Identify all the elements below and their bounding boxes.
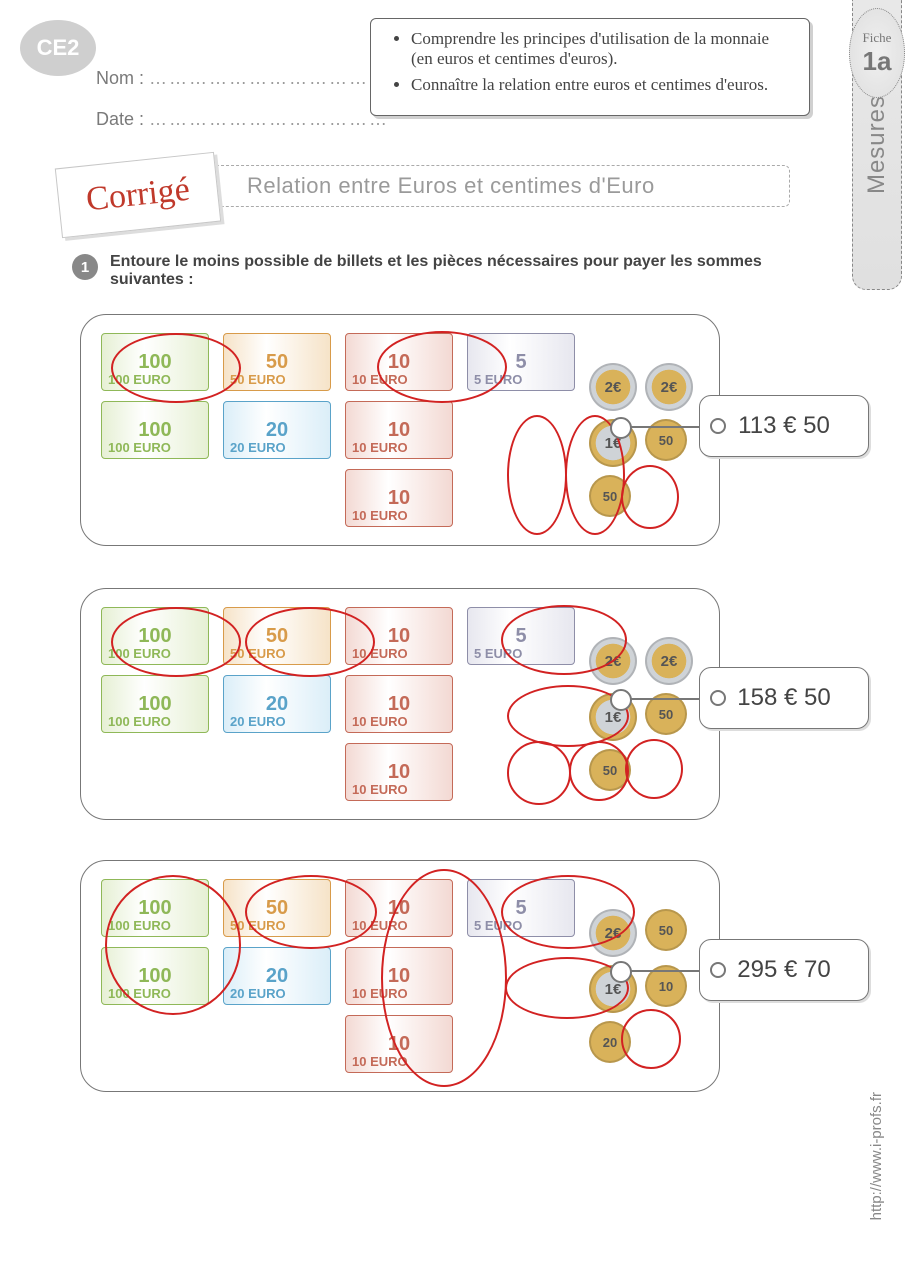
- banknote-50: 5050 EURO: [223, 607, 331, 665]
- coin-2: 2€: [589, 363, 637, 411]
- banknote-10: 1010 EURO: [345, 743, 453, 801]
- price-tag: 158 € 50: [699, 667, 869, 729]
- coin-2: 2€: [645, 363, 693, 411]
- side-tab-label: Mesures: [863, 95, 891, 194]
- exercise-box: 100100 EURO 100100 EURO5050 EURO 2020 EURO…: [80, 588, 720, 820]
- banknote-5: 55 EURO: [467, 879, 575, 937]
- banknote-100: 100100 EURO: [101, 879, 209, 937]
- date-dots: ………………………………: [149, 109, 389, 129]
- coin-2: 2€: [589, 637, 637, 685]
- coin-50c: 50: [589, 749, 631, 791]
- banknote-10: 1010 EURO: [345, 1015, 453, 1073]
- name-date-fields: Nom : ……………………………… Date : ………………………………: [96, 68, 389, 150]
- banknote-10: 1010 EURO: [345, 333, 453, 391]
- exercise-box: 100100 EURO 100100 EURO5050 EURO 2020 EURO…: [80, 314, 720, 546]
- fiche-title: Fiche: [863, 30, 892, 46]
- nom-dots: ………………………………: [149, 68, 389, 88]
- banknote-50: 5050 EURO: [223, 879, 331, 937]
- objective-item: Comprendre les principes d'utilisation d…: [411, 29, 791, 69]
- price-tag: 113 € 50: [699, 395, 869, 457]
- exercise-box: 100100 EURO 100100 EURO5050 EURO 2020 EURO…: [80, 860, 720, 1092]
- worksheet-title: Relation entre Euros et centimes d'Euro: [200, 165, 790, 207]
- fiche-number: 1a: [863, 46, 892, 77]
- banknote-10: 1010 EURO: [345, 947, 453, 1005]
- question-text: Entoure le moins possible de billets et …: [110, 253, 790, 289]
- objectives-box: Comprendre les principes d'utilisation d…: [370, 18, 810, 116]
- coin-50c: 50: [645, 909, 687, 951]
- coin-20c: 20: [589, 1021, 631, 1063]
- price-tag-value: 158 € 50: [737, 684, 830, 712]
- price-tag-value: 295 € 70: [737, 956, 830, 984]
- source-url: http://www.i-profs.fr: [868, 1092, 885, 1220]
- banknote-100: 100100 EURO: [101, 675, 209, 733]
- price-tag: 295 € 70: [699, 939, 869, 1001]
- banknote-10: 1010 EURO: [345, 401, 453, 459]
- coin-2: 2€: [645, 637, 693, 685]
- banknote-5: 55 EURO: [467, 333, 575, 391]
- banknote-100: 100100 EURO: [101, 607, 209, 665]
- objective-item: Connaître la relation entre euros et cen…: [411, 75, 791, 95]
- coin-50c: 50: [589, 475, 631, 517]
- banknote-50: 5050 EURO: [223, 333, 331, 391]
- banknote-5: 55 EURO: [467, 607, 575, 665]
- banknote-10: 1010 EURO: [345, 469, 453, 527]
- banknote-20: 2020 EURO: [223, 947, 331, 1005]
- banknote-100: 100100 EURO: [101, 401, 209, 459]
- question-number: 1: [72, 254, 98, 280]
- banknote-10: 1010 EURO: [345, 607, 453, 665]
- level-badge: CE2: [20, 20, 96, 76]
- date-label: Date :: [96, 109, 144, 129]
- banknote-20: 2020 EURO: [223, 401, 331, 459]
- banknote-10: 1010 EURO: [345, 675, 453, 733]
- banknote-20: 2020 EURO: [223, 675, 331, 733]
- banknote-100: 100100 EURO: [101, 947, 209, 1005]
- banknote-100: 100100 EURO: [101, 333, 209, 391]
- banknote-10: 1010 EURO: [345, 879, 453, 937]
- coin-2: 2€: [589, 909, 637, 957]
- fiche-badge: Fiche 1a: [849, 8, 905, 98]
- nom-label: Nom :: [96, 68, 144, 88]
- price-tag-value: 113 € 50: [738, 412, 830, 440]
- corrige-stamp: Corrigé: [55, 152, 221, 238]
